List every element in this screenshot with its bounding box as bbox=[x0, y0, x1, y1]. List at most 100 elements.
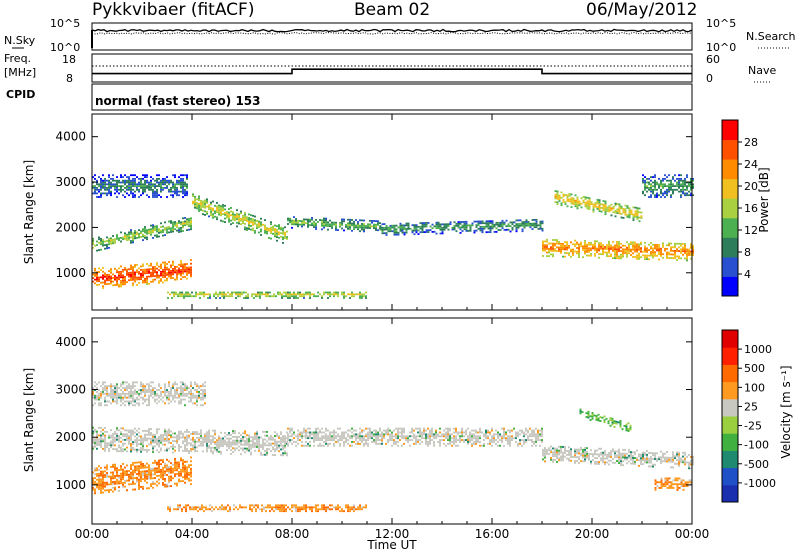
heatmap-cell bbox=[168, 181, 170, 184]
heatmap-cell bbox=[282, 454, 284, 457]
heatmap-cell bbox=[94, 188, 96, 191]
heatmap-cell bbox=[313, 433, 315, 436]
heatmap-cell bbox=[626, 214, 629, 216]
heatmap-cell bbox=[443, 227, 446, 229]
heatmap-cell bbox=[160, 434, 162, 436]
heatmap-cell bbox=[134, 174, 136, 177]
heatmap-cell bbox=[684, 250, 686, 253]
heatmap-cell bbox=[644, 247, 646, 250]
heatmap-cell bbox=[423, 437, 425, 440]
heatmap-cell bbox=[170, 471, 172, 474]
heatmap-cell bbox=[183, 293, 185, 296]
heatmap-cell bbox=[584, 245, 586, 248]
heatmap-cell bbox=[371, 437, 373, 440]
heatmap-cell bbox=[473, 442, 475, 445]
heatmap-cell bbox=[568, 252, 570, 255]
heatmap-cell bbox=[280, 454, 282, 457]
heatmap-cell bbox=[124, 232, 126, 235]
heatmap-cell bbox=[166, 468, 168, 471]
heatmap-cell bbox=[94, 442, 96, 444]
heatmap-cell bbox=[282, 448, 284, 451]
heatmap-cell bbox=[146, 236, 148, 239]
heatmap-cell bbox=[236, 209, 238, 211]
heatmap-cell bbox=[202, 398, 204, 401]
heatmap-cell bbox=[118, 394, 120, 397]
heatmap-cell bbox=[182, 436, 184, 439]
heatmap-cell bbox=[172, 268, 174, 270]
heatmap-cell bbox=[173, 293, 175, 296]
heatmap-cell bbox=[495, 227, 498, 230]
heatmap-cell bbox=[313, 441, 315, 443]
heatmap-cell bbox=[172, 445, 174, 448]
heatmap-cell bbox=[333, 431, 335, 434]
heatmap-cell bbox=[228, 441, 230, 444]
heatmap-cell bbox=[96, 467, 98, 470]
heatmap-cell bbox=[144, 185, 146, 187]
heatmap-cell bbox=[501, 439, 503, 441]
heatmap-cell bbox=[626, 246, 628, 249]
heatmap-cell bbox=[186, 444, 188, 447]
heatmap-cell bbox=[636, 210, 639, 213]
heatmap-cell bbox=[477, 431, 479, 434]
heatmap-cell bbox=[234, 430, 236, 433]
heatmap-cell bbox=[505, 219, 508, 222]
heatmap-cell bbox=[429, 429, 431, 432]
heatmap-cell bbox=[630, 243, 632, 245]
heatmap-cell bbox=[138, 482, 140, 485]
heatmap-cell bbox=[566, 200, 569, 202]
heatmap-cell bbox=[301, 222, 303, 224]
heatmap-cell bbox=[204, 385, 206, 388]
heatmap-cell bbox=[327, 442, 329, 445]
heatmap-cell bbox=[130, 477, 132, 480]
heatmap-cell bbox=[254, 442, 256, 444]
heatmap-cell bbox=[244, 443, 246, 446]
heatmap-cell bbox=[174, 187, 176, 189]
heatmap-cell bbox=[176, 436, 178, 439]
heatmap-cell bbox=[668, 190, 670, 193]
heatmap-cell bbox=[164, 274, 166, 276]
heatmap-cell bbox=[327, 221, 329, 224]
heatmap-cell bbox=[497, 437, 499, 440]
heatmap-cell bbox=[359, 291, 361, 294]
heatmap-cell bbox=[110, 181, 112, 184]
heatmap-cell bbox=[313, 220, 315, 223]
heatmap-cell bbox=[373, 223, 375, 226]
heatmap-cell bbox=[628, 216, 631, 219]
heatmap-cell bbox=[584, 203, 587, 206]
heatmap-cell bbox=[443, 223, 446, 226]
heatmap-cell bbox=[327, 225, 329, 227]
heatmap-cell bbox=[214, 437, 216, 440]
heatmap-cell bbox=[578, 247, 580, 249]
heatmap-cell bbox=[136, 284, 138, 286]
heatmap-cell bbox=[469, 224, 472, 227]
heatmap-cell bbox=[140, 178, 142, 180]
heatmap-cell bbox=[357, 435, 359, 438]
heatmap-cell bbox=[664, 247, 666, 250]
heatmap-cell bbox=[584, 241, 586, 244]
heatmap-cell bbox=[130, 444, 132, 447]
heatmap-cell bbox=[124, 381, 126, 384]
heatmap-cell bbox=[236, 441, 238, 444]
heatmap-cell bbox=[270, 450, 272, 452]
heatmap-cell bbox=[154, 445, 156, 448]
heatmap-cell bbox=[136, 233, 138, 236]
heatmap-cell bbox=[439, 225, 442, 228]
heatmap-cell bbox=[230, 441, 232, 444]
heatmap-cell bbox=[98, 404, 100, 407]
heatmap-cell bbox=[142, 385, 144, 388]
heatmap-cell bbox=[369, 437, 371, 440]
heatmap-cell bbox=[172, 451, 174, 454]
heatmap-cell bbox=[110, 275, 112, 278]
heatmap-cell bbox=[160, 392, 162, 395]
heatmap-cell bbox=[166, 398, 168, 401]
heatmap-cell bbox=[341, 439, 343, 441]
heatmap-cell bbox=[521, 431, 523, 434]
heatmap-cell bbox=[130, 446, 132, 449]
heatmap-cell bbox=[198, 392, 200, 395]
heatmap-cell bbox=[578, 248, 580, 251]
heatmap-cell bbox=[118, 179, 120, 182]
heatmap-cell bbox=[220, 207, 222, 209]
heatmap-cell bbox=[118, 283, 120, 286]
heatmap-cell bbox=[489, 441, 491, 443]
heatmap-cell bbox=[347, 224, 349, 226]
